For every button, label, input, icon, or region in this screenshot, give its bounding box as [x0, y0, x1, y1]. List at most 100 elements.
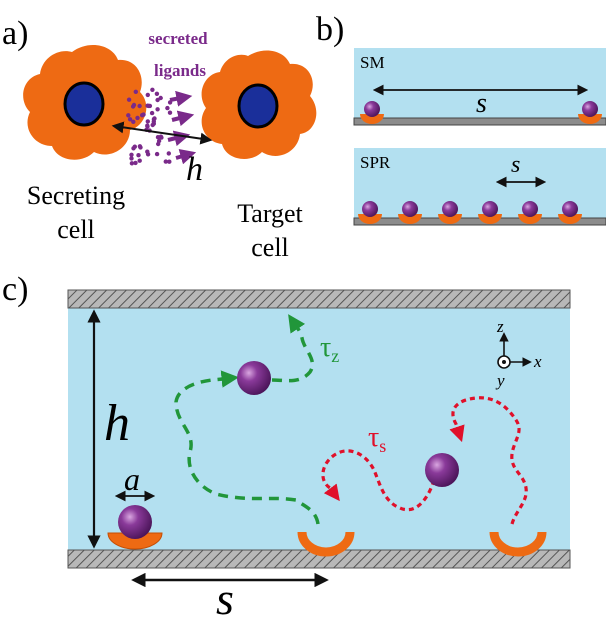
- ligand-dot: [131, 102, 137, 108]
- axis-y-label: y: [495, 371, 505, 390]
- bound-ligand: [402, 201, 418, 217]
- target-cell: [201, 50, 317, 159]
- tau-z-label: τz: [320, 332, 339, 366]
- ligand-dot: [166, 151, 171, 156]
- ligand-dot: [154, 91, 160, 97]
- sm-spacing-symbol: s: [476, 88, 487, 119]
- ligand-dot: [133, 160, 138, 166]
- sm-configuration: SM s: [353, 48, 606, 126]
- ligand-dot: [149, 110, 155, 116]
- cell-distance-symbol: h: [186, 151, 203, 188]
- panel-label-b: b): [316, 11, 344, 48]
- ligand-dot: [137, 158, 142, 163]
- receptor-cup: [358, 214, 382, 224]
- ligand-dot: [158, 95, 163, 101]
- ligand-dot: [145, 119, 150, 124]
- secreting-cell-label-line2: cell: [57, 215, 95, 244]
- cell-distance-arrow: [111, 121, 213, 145]
- ligand-dot: [163, 159, 168, 164]
- ligand-dot: [137, 103, 142, 109]
- sm-receptors: [360, 101, 602, 124]
- ligand-dot: [156, 138, 162, 144]
- spr-label: SPR: [360, 153, 391, 172]
- receptor-middle: [297, 531, 355, 557]
- secreted-ligands: [126, 87, 173, 166]
- panel-c: c) h τz τs a s: [2, 271, 571, 618]
- channel-medium: [68, 308, 570, 550]
- receptor-left: [107, 505, 163, 550]
- receptor-cup: [360, 114, 384, 124]
- ligand-dot: [155, 107, 160, 112]
- ligand-label-line1: secreted: [148, 29, 208, 48]
- ligand-dot: [126, 113, 131, 118]
- ligand-dot: [137, 144, 143, 149]
- receptor-cup: [478, 214, 502, 224]
- ligand-dot: [145, 92, 150, 98]
- bound-ligand: [364, 101, 380, 117]
- panel-b: b) SM s SPR s: [316, 11, 606, 226]
- spr-configuration: SPR s: [353, 148, 606, 226]
- spr-spacing-symbol: s: [511, 152, 520, 178]
- target-cell-nucleus: [237, 83, 279, 129]
- receptor-cup: [438, 214, 462, 224]
- bound-ligand: [562, 201, 578, 217]
- secreting-cell-nucleus: [63, 81, 105, 127]
- receptor-cup: [558, 214, 582, 224]
- axis-x-label: x: [533, 352, 542, 371]
- panel-label-a: a): [2, 15, 28, 52]
- ligand-dot: [135, 115, 140, 121]
- ligand-dot: [126, 97, 132, 102]
- ligand-dot: [146, 103, 151, 109]
- panel-a: a) secreted ligands h Secreting cell Tar…: [2, 15, 317, 262]
- ligand-dot: [167, 110, 173, 115]
- ligand-dot: [145, 123, 150, 128]
- receptor-spacing-symbol: s: [216, 573, 234, 618]
- ligand-label-line2: ligands: [154, 61, 206, 80]
- ligand-dot: [154, 151, 160, 157]
- receptor-radius-symbol: a: [124, 461, 140, 497]
- top-wall: [67, 289, 571, 309]
- bound-ligand: [482, 201, 498, 217]
- panel-label-c: c): [2, 271, 28, 308]
- target-cell-label-line2: cell: [251, 233, 289, 262]
- receptor-right: [489, 531, 547, 557]
- bound-ligand: [522, 201, 538, 217]
- green-trajectory-lower: [174, 370, 320, 525]
- ligand-dot: [165, 105, 170, 111]
- ligand-dot: [145, 152, 151, 157]
- ligand-dot: [127, 117, 133, 122]
- secreting-cell-label-line1: Secreting: [27, 181, 125, 210]
- tau-s-label: τs: [368, 422, 386, 456]
- bound-ligand: [442, 201, 458, 217]
- target-cell-label-line1: Target: [237, 199, 303, 228]
- free-ligand-red: [425, 453, 459, 487]
- ligand-dot: [129, 152, 134, 157]
- ligand-dot: [129, 161, 135, 166]
- axis-z-label: z: [496, 317, 504, 336]
- sm-surface: [353, 117, 606, 126]
- free-ligand-green: [237, 361, 271, 395]
- receptor-cup: [578, 114, 602, 124]
- ligand-dot: [129, 156, 134, 161]
- receptor-cup: [518, 214, 542, 224]
- red-trajectory-left: [321, 449, 436, 512]
- ligand-dot: [158, 134, 164, 139]
- channel-height-symbol: h: [104, 395, 130, 452]
- ligand-arrows: [167, 90, 197, 165]
- ligand-dot: [151, 121, 156, 126]
- ligand-dot: [150, 87, 155, 93]
- red-trajectory-right: [449, 396, 528, 525]
- spr-receptors: [358, 201, 582, 224]
- ligand-dot: [133, 89, 138, 95]
- bound-ligand: [362, 201, 378, 217]
- sm-medium: [354, 48, 606, 118]
- ligand-dot: [131, 146, 136, 151]
- ligand-dot: [140, 113, 145, 118]
- sm-label: SM: [360, 53, 385, 72]
- secreting-cell: [23, 45, 147, 160]
- bound-ligand: [582, 101, 598, 117]
- ligand-dot: [136, 153, 141, 158]
- receptor-cup: [398, 214, 422, 224]
- axis-triad: z x y: [495, 317, 542, 390]
